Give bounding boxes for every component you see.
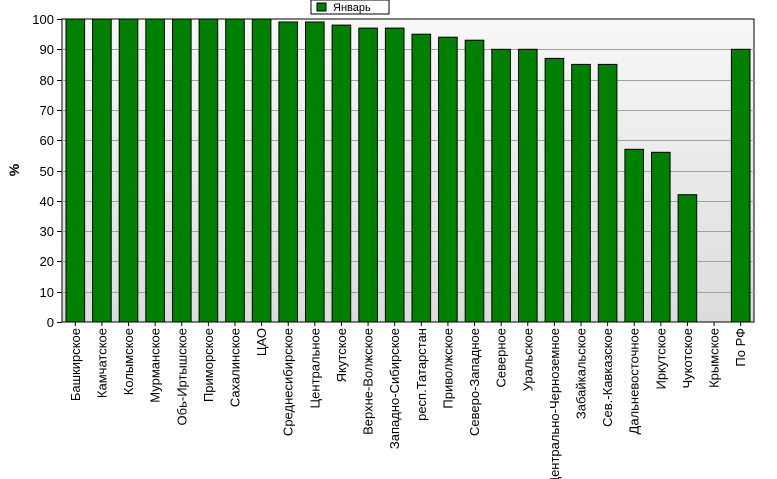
bar xyxy=(464,39,485,323)
x-category-label: Забайкальское xyxy=(574,328,589,419)
x-axis-labels: Башкирское Камчатское Колымское Мурманское О… xyxy=(68,322,748,479)
legend-swatch xyxy=(316,2,327,12)
legend-label: Январь xyxy=(333,2,371,14)
x-category-label: Северо-Западное xyxy=(467,328,482,436)
x-category-label: Камчатское xyxy=(94,328,109,398)
y-tick-label: 70 xyxy=(40,103,54,118)
x-category-label: ЦАО xyxy=(254,328,269,356)
bar xyxy=(730,48,751,323)
x-category-label: Сев.-Кавказское xyxy=(600,328,615,427)
bar xyxy=(278,21,298,323)
x-category-label: Колымское xyxy=(121,328,136,395)
x-category-label: Среднесибирское xyxy=(281,328,296,436)
bar xyxy=(225,18,245,323)
x-category-label: Верхне-Волжское xyxy=(361,328,376,435)
y-tick-label: 80 xyxy=(40,73,54,88)
x-category-label: Иркутское xyxy=(653,328,668,390)
x-category-label: Обь-Иртышское xyxy=(174,328,189,425)
x-category-label: Центральное xyxy=(307,328,322,408)
bars xyxy=(65,18,751,323)
y-tick-label: 0 xyxy=(47,315,54,330)
bar xyxy=(677,194,698,323)
bar xyxy=(624,148,645,323)
bar xyxy=(518,48,538,323)
x-category-label: Западно-Сибирское xyxy=(387,328,402,449)
x-category-label: Приморское xyxy=(201,328,216,402)
bar xyxy=(198,18,219,323)
x-category-label: Северное xyxy=(494,328,509,387)
y-tick-label: 20 xyxy=(40,254,54,269)
y-axis-ticks: 0 10 20 30 40 50 60 70 80 90 100 xyxy=(32,12,62,330)
x-category-label: Уральское xyxy=(520,328,535,391)
y-tick-label: 100 xyxy=(32,12,54,27)
bar xyxy=(145,18,165,323)
x-category-label: По РФ xyxy=(733,328,748,367)
bar xyxy=(651,151,671,323)
bar xyxy=(384,27,405,323)
x-category-label: респ.Татарстан xyxy=(414,328,429,421)
bar xyxy=(251,18,272,323)
y-tick-label: 30 xyxy=(40,224,54,239)
bar xyxy=(358,27,378,323)
x-category-label: Дальневосточное xyxy=(627,328,642,434)
plot-area xyxy=(61,18,755,323)
y-axis-title: % xyxy=(6,163,22,176)
x-category-label: Чукотское xyxy=(680,328,695,389)
x-category-label: Якутское xyxy=(334,328,349,382)
y-tick-label: 90 xyxy=(40,42,54,57)
x-category-label: Сахалинское xyxy=(228,328,243,407)
bar xyxy=(571,63,591,323)
x-category-label: Центрально-Черноземное xyxy=(547,328,562,479)
y-tick-label: 10 xyxy=(40,285,54,300)
legend-box xyxy=(310,0,390,15)
bar xyxy=(544,57,565,323)
bar xyxy=(118,18,139,323)
bar xyxy=(331,24,352,323)
bar xyxy=(438,36,458,323)
bar xyxy=(411,33,432,323)
bar xyxy=(92,18,112,323)
y-tick-label: 40 xyxy=(40,194,54,209)
legend: Январь xyxy=(310,0,390,15)
bar xyxy=(597,63,618,323)
x-category-label: Приволжское xyxy=(440,328,455,409)
bar xyxy=(65,18,86,323)
x-category-label: Крымское xyxy=(707,328,722,388)
bar xyxy=(305,21,325,323)
x-category-label: Мурманское xyxy=(148,328,163,403)
bar xyxy=(172,18,192,323)
y-tick-label: 60 xyxy=(40,133,54,148)
x-category-label: Башкирское xyxy=(68,328,83,401)
y-tick-label: 50 xyxy=(40,164,54,179)
bar xyxy=(491,48,511,323)
